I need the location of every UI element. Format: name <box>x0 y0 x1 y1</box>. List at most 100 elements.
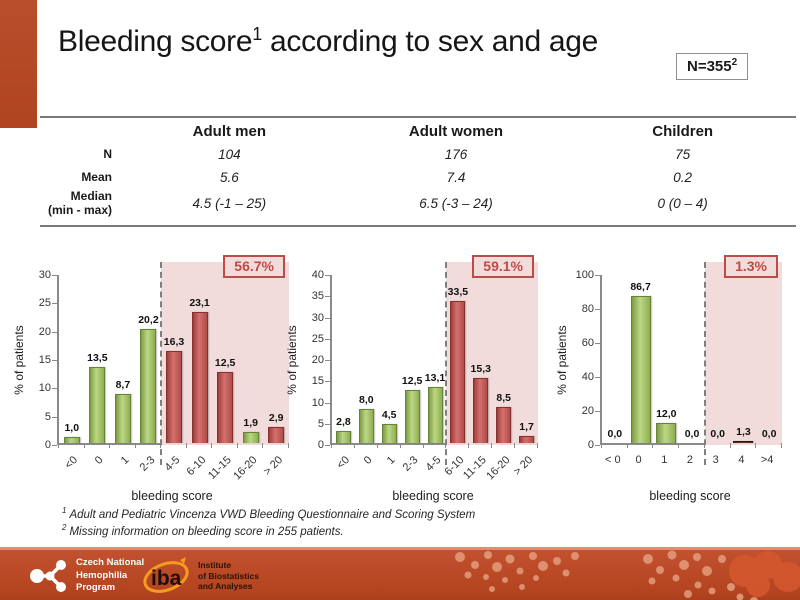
x-tick-mark <box>601 443 602 448</box>
x-axis-title: bleeding score <box>649 489 731 503</box>
bar-value-label: 15,3 <box>470 362 491 375</box>
bar-value-label: 1,0 <box>64 422 80 435</box>
bar-value-label: 1,3 <box>736 425 751 438</box>
bar-value-label: 1,7 <box>519 420 534 433</box>
table-cell-value: 5.6 <box>219 170 239 185</box>
y-tick-mark <box>325 423 330 425</box>
x-axis-title: bleeding score <box>392 489 474 503</box>
y-tick-mark <box>325 381 330 383</box>
bar-value-label: 33,5 <box>447 285 469 298</box>
y-tick-mark <box>325 338 330 340</box>
y-tick-label: 20 <box>581 405 594 417</box>
y-axis-title: % of patients <box>285 325 299 395</box>
threshold-dashed-line <box>703 262 706 465</box>
bar-value-label: 2,8 <box>336 416 351 429</box>
x-tick-mark <box>331 443 332 448</box>
x-category-label: 0 <box>362 454 375 467</box>
x-category-label: 0 <box>635 454 642 466</box>
x-category-label: 16-20 <box>230 454 260 483</box>
y-tick-mark <box>325 275 330 276</box>
bar <box>89 366 106 443</box>
chart-adult-men: % of patients 56.7% 1,0 13,5 8,7 20,2 16,3 23,1… <box>12 255 289 505</box>
y-tick-label: 35 <box>311 290 324 303</box>
table-header-row: Adult men Adult women Children <box>40 121 796 143</box>
bar-value-label: 1,9 <box>243 417 258 430</box>
cnhp-logo: Czech National Hemophilia Program <box>28 556 144 596</box>
x-category-labels: < 0 0 1 2 3 4 >4 <box>600 450 780 490</box>
y-tick-mark <box>52 331 57 333</box>
y-tick-label: 30 <box>311 311 324 324</box>
bar <box>358 409 374 443</box>
x-category-label: 0 <box>93 454 106 467</box>
x-tick-mark <box>652 443 654 448</box>
bar <box>450 300 466 443</box>
x-tick-mark <box>185 443 187 448</box>
title-main: Bleeding score <box>58 25 253 58</box>
svg-text:iba: iba <box>151 567 182 590</box>
x-category-label: < 0 <box>605 454 621 466</box>
x-category-label: >4 <box>760 454 774 466</box>
x-category-label: <0 <box>62 454 81 472</box>
x-category-label: 11-15 <box>461 454 490 482</box>
bar <box>140 328 157 443</box>
bar <box>473 377 489 443</box>
bar <box>63 437 80 443</box>
bar-value-label: 12,5 <box>214 357 236 370</box>
x-category-label: 1 <box>661 454 668 466</box>
accent-bar-decoration <box>0 0 37 128</box>
y-tick-mark <box>325 296 330 298</box>
bar-value-label: 4,5 <box>381 408 397 421</box>
y-tick-label: 40 <box>581 371 594 383</box>
plot-area: 56.7% 1,0 13,5 8,7 20,2 16,3 23,1 12,5 1,9 2,9 <box>57 255 289 465</box>
y-tick-label: 5 <box>317 417 324 430</box>
y-tick-label: 15 <box>311 375 324 388</box>
charts-row: % of patients 56.7% 1,0 13,5 8,7 20,2 16,3 23,1… <box>0 255 800 505</box>
y-tick-label: 20 <box>38 325 51 338</box>
x-category-label: <0 <box>334 454 352 472</box>
bar-value-label: 23,1 <box>189 297 210 310</box>
table-row: Mean 5.6 7.4 0.2 <box>40 166 796 189</box>
footnote-text: Adult and Pediatric Vincenza VWD Bleedin… <box>69 508 476 521</box>
y-tick-label: 20 <box>311 354 324 366</box>
y-axis-title: % of patients <box>555 325 569 395</box>
x-category-label: 4 <box>738 454 745 466</box>
y-tick-mark <box>595 445 600 446</box>
x-tick-mark <box>83 443 85 448</box>
threshold-dashed-line <box>160 262 163 465</box>
table-column-header: Adult men <box>192 123 266 140</box>
footnote-superscript: 1 <box>62 506 67 515</box>
x-tick-mark <box>468 443 470 448</box>
table-cell-value: 104 <box>218 147 241 162</box>
x-tick-mark <box>537 443 538 448</box>
y-tick-mark <box>52 303 57 305</box>
x-tick-mark <box>288 443 289 448</box>
page-title: Bleeding score1 according to sex and age <box>58 24 598 59</box>
y-tick-mark <box>52 360 57 361</box>
footnote: 2 Missing information on bleeding score i… <box>62 523 475 540</box>
annotation-percentage-box: 1.3% <box>724 255 778 278</box>
annotation-percentage-box: 59.1% <box>472 255 534 278</box>
table-cell-value: 7.4 <box>446 170 466 185</box>
title-rest: according to sex and age <box>261 25 599 58</box>
iba-logo: iba Institute of Biostatistics and Analy… <box>140 554 259 598</box>
x-axis-title: bleeding score <box>131 489 213 503</box>
y-tick-label: 100 <box>575 269 594 281</box>
table-row-label: Median (min - max) <box>47 189 112 218</box>
y-tick-label: 15 <box>38 354 51 366</box>
y-tick-label: 80 <box>581 303 594 315</box>
x-category-label: > 20 <box>511 454 536 478</box>
y-tick-label: 25 <box>38 297 51 310</box>
y-tick-mark <box>595 275 600 276</box>
bar-value-label: 8,7 <box>115 378 131 391</box>
table-row: N 104 176 75 <box>40 143 796 166</box>
x-tick-mark <box>262 443 264 448</box>
x-category-label: 2-3 <box>400 454 421 474</box>
bar <box>733 440 754 443</box>
x-category-label: 6-10 <box>183 454 209 479</box>
bar-value-label: 8,5 <box>496 391 511 404</box>
x-category-label: 11-15 <box>205 454 234 482</box>
bar-value-label: 2,9 <box>268 411 284 424</box>
y-tick-label: 25 <box>311 332 324 345</box>
n-count-label: N=355 <box>687 58 732 75</box>
